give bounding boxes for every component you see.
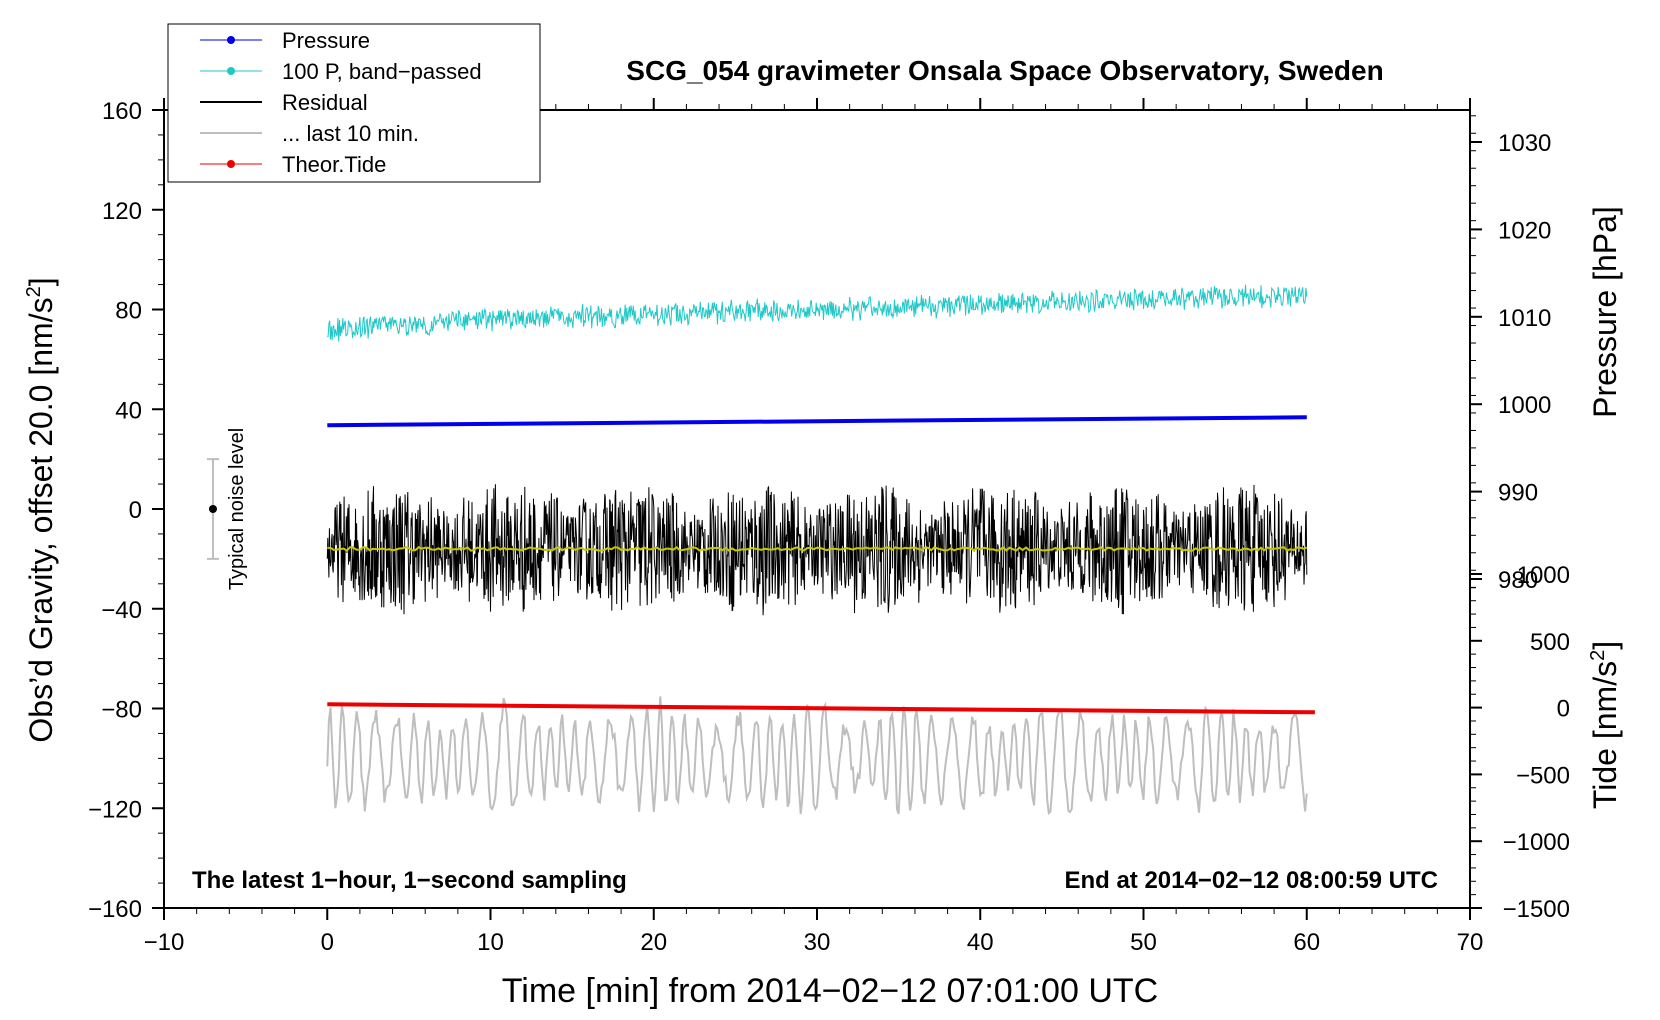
y-axis-label-left-main: Obs’d Gravity, offset 20.0 [nm/s <box>23 297 59 742</box>
legend-marker <box>227 36 235 44</box>
pressure-tick-label: 1020 <box>1498 217 1551 244</box>
y-axis-label-left-sup: 2 <box>23 286 45 297</box>
x-tick-label: −10 <box>144 929 185 956</box>
pressure-tick-label: 980 <box>1498 567 1538 594</box>
tide-tick-label: 0 <box>1557 696 1570 723</box>
pressure-tick-label: 1000 <box>1498 392 1551 419</box>
legend-label: Theor.Tide <box>282 152 386 177</box>
legend-marker <box>227 160 235 168</box>
y-tick-label-left: −120 <box>88 796 142 823</box>
tide-tick-label: 1000 <box>1517 562 1570 589</box>
y-tick-label-left: 120 <box>102 198 142 225</box>
y-tick-label-left: −40 <box>101 597 142 624</box>
legend-label: Residual <box>282 90 368 115</box>
series-pressure <box>327 415 1307 428</box>
y-tick-label-left: 80 <box>115 298 142 325</box>
x-axis-label: Time [min] from 2014−02−12 07:01:00 UTC <box>502 972 1158 1010</box>
tide-tick-label: 500 <box>1530 629 1570 656</box>
x-tick-label: 70 <box>1457 929 1484 956</box>
axes-group: −10 0 10 20 30 40 50 60 7016012080400−40−80−120−… <box>88 98 1570 956</box>
series-theoretical-tide <box>327 702 1315 715</box>
tide-tick-label: −500 <box>1516 762 1570 789</box>
y-tick-label-left: 0 <box>129 497 142 524</box>
x-tick-label: 60 <box>1293 929 1320 956</box>
series-residual <box>326 484 1308 616</box>
x-tick-label: 0 <box>321 929 334 956</box>
legend-label: ... last 10 min. <box>282 121 419 146</box>
y-axis-label-left: Obs’d Gravity, offset 20.0 [nm/s2] <box>23 277 59 742</box>
legend: Pressure 100 P, band−passed Residual ... la… <box>167 23 541 183</box>
x-tick-label: 20 <box>640 929 667 956</box>
legend-marker <box>227 67 235 75</box>
chart-title: SCG_054 gravimeter Onsala Space Observat… <box>626 55 1383 86</box>
series-residual-mean <box>327 545 1308 552</box>
pressure-tick-label: 990 <box>1498 480 1538 507</box>
y-axis-label-tide-end: ] <box>1587 641 1623 650</box>
noise-bar-center <box>208 505 217 513</box>
x-tick-label: 30 <box>804 929 831 956</box>
y-axis-label-tide-main: Tide [nm/s <box>1587 661 1623 809</box>
legend-label: Pressure <box>282 28 370 53</box>
y-axis-label-pressure: Pressure [hPa] <box>1587 206 1623 418</box>
noise-level-group: Typical noise level <box>206 428 248 590</box>
y-tick-label-left: 160 <box>102 98 142 125</box>
tide-tick-label: −1000 <box>1503 829 1570 856</box>
annotation-end-time: End at 2014−02−12 08:00:59 UTC <box>1064 867 1438 894</box>
legend-label: 100 P, band−passed <box>282 59 482 84</box>
noise-level-label: Typical noise level <box>226 428 248 590</box>
x-tick-label: 50 <box>1130 929 1157 956</box>
x-tick-label: 10 <box>477 929 504 956</box>
series-last-10-min <box>326 696 1308 816</box>
y-axis-label-tide-sup: 2 <box>1587 650 1609 661</box>
y-tick-label-left: −160 <box>88 896 142 923</box>
pressure-tick-label: 1030 <box>1498 130 1551 157</box>
tide-tick-label: −1500 <box>1503 896 1570 923</box>
y-tick-label-left: −80 <box>101 697 142 724</box>
y-axis-label-left-end: ] <box>23 277 59 286</box>
x-tick-label: 40 <box>967 929 994 956</box>
series-group <box>326 284 1315 816</box>
pressure-tick-label: 1010 <box>1498 305 1551 332</box>
y-axis-label-tide: Tide [nm/s2] <box>1587 641 1623 809</box>
series-band-passed-pressure <box>327 284 1308 342</box>
y-tick-label-left: 40 <box>115 397 142 424</box>
annotation-sampling: The latest 1−hour, 1−second sampling <box>192 867 627 894</box>
